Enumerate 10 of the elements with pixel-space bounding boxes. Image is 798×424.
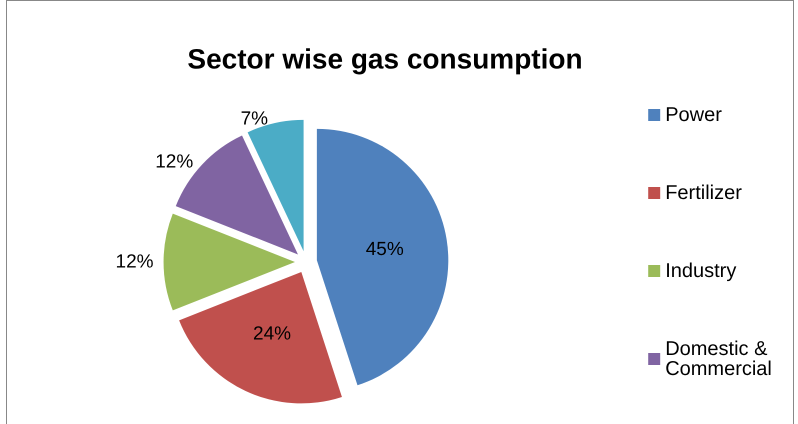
legend-label: Fertilizer	[665, 182, 742, 204]
data-label: 24%	[253, 324, 292, 345]
legend-label: Power	[665, 104, 722, 126]
legend-label: Domestic & Commercial	[665, 338, 774, 380]
data-label: 12%	[116, 252, 154, 272]
data-label: 7%	[240, 108, 268, 130]
legend-label: Industry	[665, 260, 736, 282]
data-label: 12%	[155, 151, 194, 172]
chart-title: Sector wise gas consumption	[187, 44, 583, 74]
data-label: 45%	[366, 239, 404, 260]
